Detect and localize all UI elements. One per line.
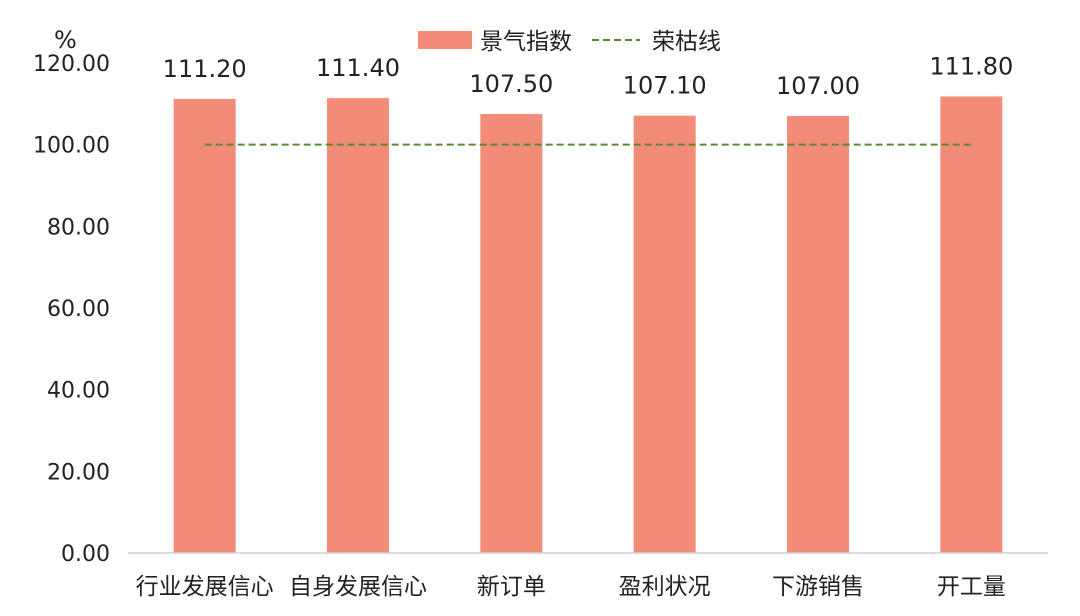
- bar: [940, 96, 1003, 553]
- data-labels: 111.20 111.40 107.50 107.10 107.00 111.80: [163, 52, 1014, 100]
- y-tick-label: 120.00: [33, 52, 110, 77]
- x-axis-category-labels: 行业发展信心 自身发展信心 新订单 盈利状况 下游销售 开工量: [136, 574, 1006, 600]
- bar: [787, 116, 849, 553]
- data-label: 111.20: [163, 55, 247, 83]
- y-tick-label: 40.00: [47, 379, 110, 404]
- bar-series: [173, 96, 1003, 554]
- category-label: 行业发展信心: [136, 574, 274, 600]
- legend: 景气指数 荣枯线: [418, 29, 721, 55]
- legend-swatch-bar: [418, 31, 472, 49]
- bar: [633, 115, 696, 554]
- y-tick-label: 80.00: [47, 215, 110, 240]
- category-label: 下游销售: [772, 574, 864, 600]
- y-tick-label: 60.00: [47, 297, 110, 322]
- legend-label-line: 荣枯线: [652, 29, 721, 55]
- data-label: 107.00: [776, 72, 860, 100]
- category-label: 开工量: [937, 574, 1006, 600]
- y-tick-label: 20.00: [47, 460, 110, 485]
- bar: [327, 98, 389, 553]
- data-label: 107.50: [469, 70, 553, 98]
- bar: [173, 98, 236, 553]
- legend-label-bar: 景气指数: [480, 29, 572, 55]
- y-axis-tick-labels: 0.00 20.00 40.00 60.00 80.00 100.00 120.00: [33, 52, 110, 567]
- y-tick-label: 100.00: [33, 134, 110, 159]
- bar: [480, 114, 543, 554]
- category-label: 盈利状况: [619, 574, 711, 600]
- data-label: 111.40: [316, 54, 400, 82]
- y-tick-label: 0.00: [61, 542, 110, 567]
- y-axis-unit-label: %: [54, 26, 77, 54]
- data-label: 111.80: [929, 52, 1013, 80]
- category-label: 新订单: [477, 574, 546, 600]
- data-label: 107.10: [623, 72, 707, 100]
- category-label: 自身发展信心: [289, 574, 427, 600]
